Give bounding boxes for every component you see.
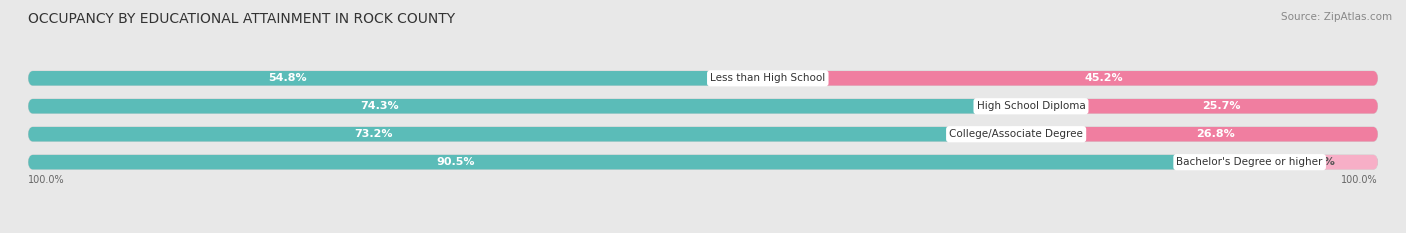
FancyBboxPatch shape (28, 99, 1378, 113)
Text: 90.5%: 90.5% (436, 157, 475, 167)
FancyBboxPatch shape (28, 155, 1250, 169)
Text: Bachelor's Degree or higher: Bachelor's Degree or higher (1177, 157, 1323, 167)
Text: 100.0%: 100.0% (28, 175, 65, 185)
FancyBboxPatch shape (28, 99, 1031, 113)
FancyBboxPatch shape (768, 71, 1378, 86)
Text: Source: ZipAtlas.com: Source: ZipAtlas.com (1281, 12, 1392, 22)
Text: 45.2%: 45.2% (1084, 73, 1122, 83)
Text: 26.8%: 26.8% (1195, 129, 1234, 139)
Text: 100.0%: 100.0% (1341, 175, 1378, 185)
FancyBboxPatch shape (28, 155, 1378, 169)
FancyBboxPatch shape (1031, 99, 1378, 113)
FancyBboxPatch shape (28, 71, 768, 86)
FancyBboxPatch shape (28, 127, 1017, 141)
Text: 74.3%: 74.3% (360, 101, 398, 111)
Text: High School Diploma: High School Diploma (977, 101, 1085, 111)
Text: 25.7%: 25.7% (1202, 101, 1241, 111)
FancyBboxPatch shape (28, 71, 1378, 86)
FancyBboxPatch shape (1017, 127, 1378, 141)
FancyBboxPatch shape (1250, 155, 1378, 169)
Text: 9.5%: 9.5% (1305, 157, 1336, 167)
Text: OCCUPANCY BY EDUCATIONAL ATTAINMENT IN ROCK COUNTY: OCCUPANCY BY EDUCATIONAL ATTAINMENT IN R… (28, 12, 456, 26)
Text: 73.2%: 73.2% (354, 129, 394, 139)
Text: 54.8%: 54.8% (267, 73, 307, 83)
Text: College/Associate Degree: College/Associate Degree (949, 129, 1083, 139)
Text: Less than High School: Less than High School (710, 73, 825, 83)
FancyBboxPatch shape (28, 127, 1378, 141)
